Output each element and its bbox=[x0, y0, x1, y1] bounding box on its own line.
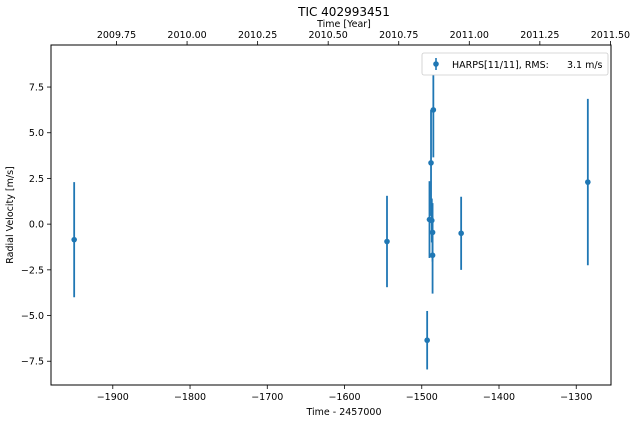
x-axis-label: Time - 2457000 bbox=[305, 407, 381, 418]
top-x-axis-label: Time [Year] bbox=[316, 19, 371, 30]
data-point bbox=[424, 337, 430, 344]
data-point bbox=[429, 252, 436, 259]
top-x-tick-label: 2010.25 bbox=[238, 30, 277, 41]
top-x-tick-label: 2011.00 bbox=[450, 30, 489, 41]
y-tick-label: −5.0 bbox=[21, 311, 44, 322]
data-point bbox=[384, 238, 390, 245]
y-tick-label: 0.0 bbox=[29, 220, 44, 231]
data-point bbox=[430, 107, 437, 113]
top-x-axis: 2009.75 2010.00 2010.25 2010.50 2010.75 2011.… bbox=[97, 30, 630, 45]
legend: HARPS[11/11], RMS: 3.1 m/s bbox=[421, 52, 609, 76]
legend-marker bbox=[433, 61, 439, 67]
legend-box bbox=[421, 52, 609, 76]
y-axis: −7.5 −5.0 −2.5 0.0 2.5 5.0 7.5 bbox=[21, 83, 51, 368]
x-tick-label: −1700 bbox=[251, 392, 283, 403]
x-tick-label: −1600 bbox=[328, 392, 360, 403]
data-point bbox=[71, 236, 77, 243]
top-x-tick-label: 2010.75 bbox=[379, 30, 418, 41]
top-x-tick-label: 2010.50 bbox=[309, 30, 348, 41]
y-tick-label: 2.5 bbox=[29, 174, 44, 185]
x-axis: −1900 −1800 −1700 −1600 −1500 −1400 −1300 bbox=[97, 385, 592, 403]
y-tick-label: −7.5 bbox=[21, 357, 44, 368]
data-point bbox=[458, 230, 464, 237]
data-point bbox=[428, 160, 434, 166]
data-point bbox=[585, 179, 591, 185]
plot-frame bbox=[50, 44, 612, 386]
legend-label: HARPS[11/11], RMS: 3.1 m/s bbox=[452, 60, 603, 71]
series-harps bbox=[71, 62, 591, 370]
top-x-tick-label: 2011.50 bbox=[591, 30, 630, 41]
x-tick-label: −1400 bbox=[483, 392, 515, 403]
y-axis-label: Radial Velocity [m/s] bbox=[5, 166, 16, 263]
y-tick-label: −2.5 bbox=[21, 265, 44, 276]
chart-title: TIC 402993451 bbox=[297, 5, 390, 19]
x-tick-label: −1900 bbox=[97, 392, 129, 403]
x-tick-label: −1500 bbox=[406, 392, 438, 403]
y-tick-label: 7.5 bbox=[29, 83, 44, 94]
y-tick-label: 5.0 bbox=[29, 128, 44, 139]
x-tick-label: −1300 bbox=[560, 392, 592, 403]
top-x-tick-label: 2009.75 bbox=[97, 30, 136, 41]
top-x-tick-label: 2010.00 bbox=[167, 30, 206, 41]
top-x-tick-label: 2011.25 bbox=[520, 30, 559, 41]
x-tick-label: −1800 bbox=[174, 392, 206, 403]
